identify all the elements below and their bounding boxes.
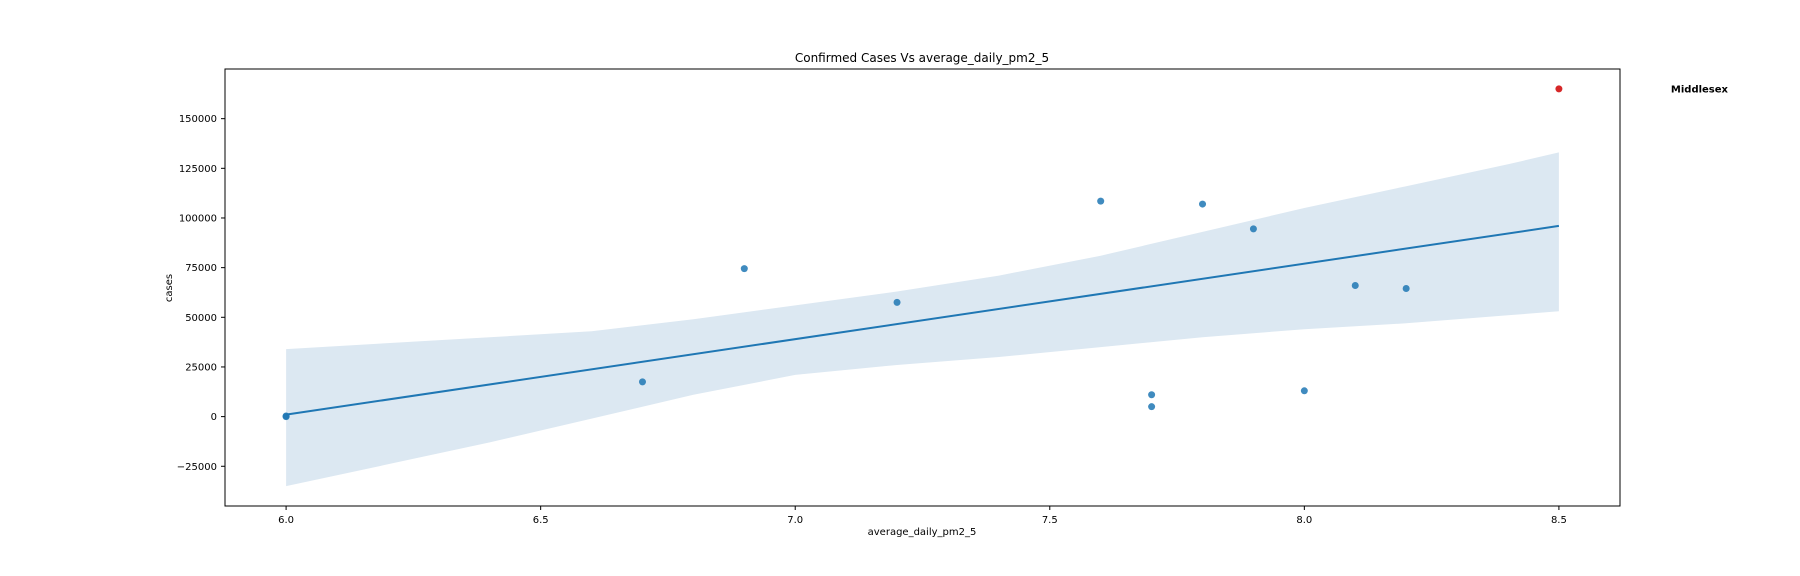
data-point — [893, 298, 901, 306]
y-tick-label: 75000 — [185, 263, 217, 274]
annotation-layer: Middlesex — [1671, 84, 1729, 95]
outlier-point — [1555, 85, 1563, 93]
chart-title: Confirmed Cases Vs average_daily_pm2_5 — [795, 51, 1049, 65]
annotation-label: Middlesex — [1671, 84, 1729, 95]
confidence-band — [286, 152, 1559, 487]
x-tick-label: 7.5 — [1042, 515, 1058, 526]
y-tick-label: 150000 — [179, 114, 217, 125]
data-point — [1351, 282, 1359, 290]
axes-frame — [224, 68, 1621, 507]
data-point — [282, 412, 290, 420]
y-tick-label: 100000 — [179, 213, 217, 224]
x-tick-label: 8.5 — [1551, 515, 1567, 526]
data-point — [740, 265, 748, 273]
x-tick-label: 7.0 — [787, 515, 803, 526]
x-tick-label: 6.5 — [533, 515, 549, 526]
data-point — [1199, 200, 1207, 208]
x-tick-label: 6.0 — [278, 515, 294, 526]
data-point — [1097, 197, 1105, 205]
y-tick-label: −25000 — [177, 462, 217, 473]
regression-line — [285, 224, 1560, 416]
y-tick-label: 25000 — [185, 362, 217, 373]
data-point — [1402, 284, 1410, 292]
y-tick-label: 0 — [211, 412, 217, 423]
tick-layer: 6.0 6.5 7.0 7.5 8.0 8.5 −25000 0 25000 50000 75000… — [177, 114, 1567, 526]
data-point — [1249, 225, 1257, 233]
data-point — [638, 378, 646, 386]
x-tick-label: 8.0 — [1296, 515, 1312, 526]
data-point — [1300, 387, 1308, 395]
y-tick-label: 50000 — [185, 313, 217, 324]
plot-area — [282, 85, 1563, 487]
y-tick-label: 125000 — [179, 164, 217, 175]
data-point — [1148, 403, 1156, 411]
y-axis-label: cases — [164, 274, 175, 302]
data-point — [1148, 391, 1156, 399]
x-axis-label: average_daily_pm2_5 — [868, 527, 977, 538]
